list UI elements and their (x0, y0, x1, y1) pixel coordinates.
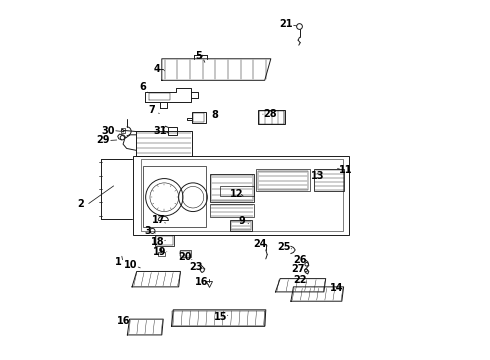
Bar (133, 156, 349, 234)
Text: 19: 19 (153, 247, 167, 257)
Text: 11: 11 (339, 165, 352, 175)
Text: 16: 16 (195, 277, 208, 287)
Bar (314, 169, 344, 191)
Text: 23: 23 (189, 262, 202, 272)
Text: 16: 16 (117, 316, 130, 325)
Text: 5: 5 (195, 51, 202, 61)
Bar (122, 129, 125, 133)
Bar (256, 169, 310, 192)
Text: 20: 20 (178, 252, 192, 262)
Bar (143, 166, 205, 227)
Bar (141, 159, 343, 231)
Text: 4: 4 (154, 64, 161, 74)
Bar (210, 204, 254, 217)
Text: 18: 18 (151, 237, 165, 247)
Text: 6: 6 (140, 82, 146, 93)
Bar (193, 113, 204, 122)
Text: 14: 14 (330, 283, 343, 293)
Text: 3: 3 (144, 226, 151, 236)
Text: 21: 21 (279, 19, 293, 29)
Bar (230, 220, 252, 231)
Bar (180, 251, 191, 256)
Text: 24: 24 (253, 239, 267, 249)
Text: 15: 15 (214, 312, 227, 322)
Text: 28: 28 (263, 109, 277, 119)
Text: 17: 17 (151, 215, 165, 225)
Bar (172, 311, 266, 325)
Bar (258, 171, 308, 190)
Bar (192, 112, 205, 123)
Text: 13: 13 (311, 171, 324, 181)
Text: 12: 12 (230, 189, 244, 199)
Bar (259, 111, 284, 124)
Bar (211, 175, 252, 201)
Bar (155, 235, 174, 246)
Text: 22: 22 (293, 275, 306, 285)
Text: 27: 27 (292, 264, 305, 274)
Text: 10: 10 (124, 260, 138, 270)
Text: 8: 8 (211, 110, 218, 120)
Text: 29: 29 (97, 135, 110, 145)
Text: 30: 30 (101, 126, 115, 135)
Text: 7: 7 (148, 105, 155, 115)
Text: 26: 26 (293, 255, 306, 265)
Bar (168, 127, 177, 135)
Bar (158, 252, 166, 256)
Bar (231, 221, 251, 230)
Bar (220, 186, 254, 196)
Bar (210, 174, 254, 202)
Text: 9: 9 (238, 216, 245, 226)
Text: 31: 31 (153, 126, 167, 135)
Bar (258, 110, 285, 125)
Bar (180, 250, 191, 257)
Text: 2: 2 (77, 199, 84, 210)
Text: 1: 1 (115, 257, 122, 267)
Text: 25: 25 (278, 242, 291, 252)
Bar (156, 236, 173, 245)
